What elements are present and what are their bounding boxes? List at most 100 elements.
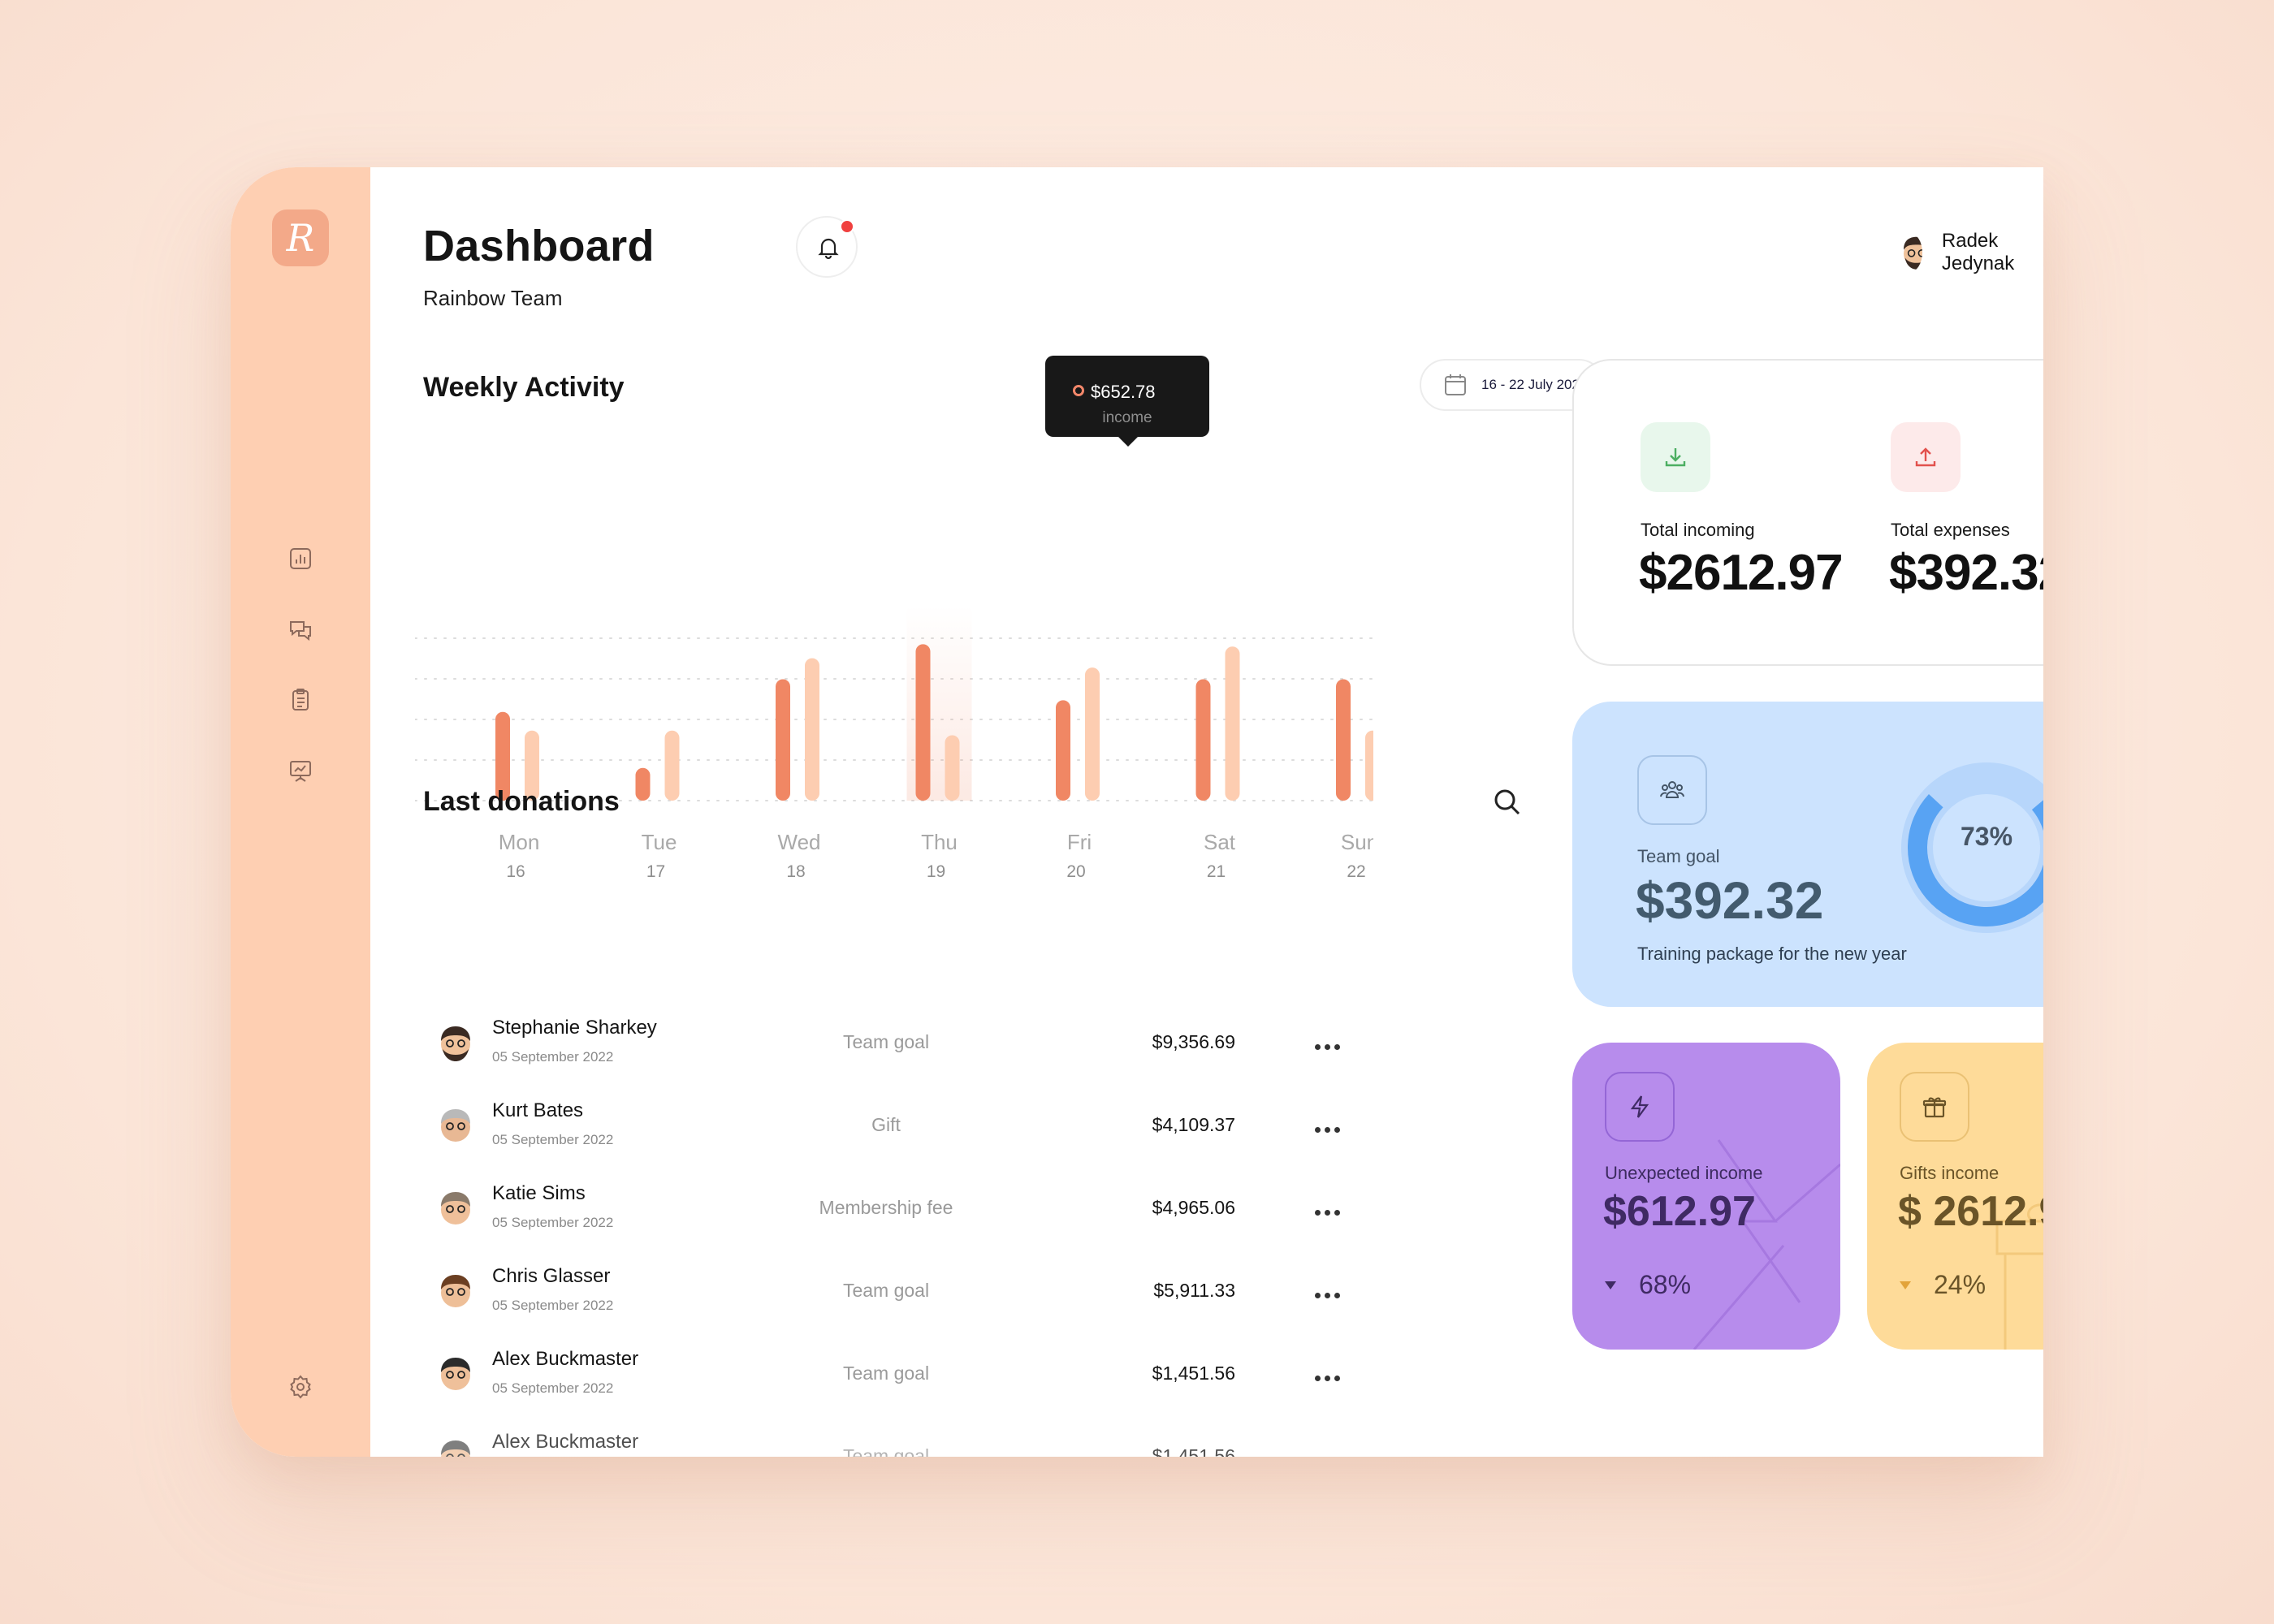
calendar-icon [1445,374,1466,395]
donation-amount: $1,451.56 [1152,1445,1235,1457]
donation-amount: $5,911.33 [1153,1280,1235,1301]
bar-sat-series-2[interactable] [1225,646,1240,801]
x-tick-date: 19 [927,862,945,881]
donation-date: 05 September 2022 [492,1215,614,1230]
donation-amount: $4,965.06 [1152,1197,1235,1218]
totals-card: Total incoming $2612.97 Total expenses $… [1572,359,2043,666]
avatar [431,1101,480,1150]
table-row[interactable]: Chris Glasser 05 September 2022 Team goal $… [423,1257,1528,1340]
lightning-decoration [1693,1139,1840,1350]
donation-type: Gift [871,1114,901,1135]
bar-fri-series-1[interactable] [1056,700,1070,801]
unexpected-income-label: Unexpected income [1605,1163,1763,1183]
x-tick-date: 21 [1207,862,1226,881]
trend-down-icon [1605,1281,1616,1289]
chat-bubbles-icon[interactable] [287,617,313,643]
gift-icon [1900,1072,1969,1142]
x-tick-label: Sat [1204,830,1236,854]
bar-thu-series-2[interactable] [945,735,960,801]
team-goal-value: $392.32 [1636,871,1824,930]
total-expenses-value: $392.32 [1889,545,2043,601]
x-tick-label: Tue [642,830,677,854]
x-tick-date: 16 [506,862,525,881]
weekly-activity-title: Weekly Activity [423,372,625,403]
donation-type: Team goal [842,1280,930,1301]
total-incoming-value: $2612.97 [1639,545,1844,601]
row-more-button[interactable] [1315,1374,1341,1382]
avatar [431,1184,480,1233]
row-more-button[interactable] [1315,1043,1341,1051]
donation-date: 05 September 2022 [492,1380,614,1396]
bar-fri-series-2[interactable] [1085,667,1100,801]
x-tick-label: Sun [1341,830,1373,854]
main-content: Dashboard Rainbow Team Radek Jedynak Wee… [370,167,2043,1457]
donation-type: Team goal [842,1031,930,1052]
team-name: Rainbow Team [423,286,563,310]
x-tick-date: 20 [1066,862,1085,881]
bar-thu-series-1[interactable] [915,644,931,801]
chart-tooltip: $652.78 income [1045,356,1209,447]
table-row[interactable]: Kurt Bates 05 September 2022 Gift $4,109.37 [423,1091,1528,1174]
donation-amount: $4,109.37 [1152,1114,1235,1135]
bar-sat-series-1[interactable] [1195,679,1211,801]
app-window: R Dashboard Rainbow Team Radek Jedynak [231,167,2043,1457]
avatar [431,1350,480,1398]
trend-down-icon [1900,1281,1911,1289]
bar-sun-series-1[interactable] [1336,679,1351,801]
notification-dot [840,219,854,234]
gifts-income-percent: 24% [1900,1270,1986,1300]
bar-mon-series-2[interactable] [525,730,539,801]
gifts-percent-text: 24% [1934,1270,1987,1299]
tooltip-value: $652.78 [1091,382,1156,402]
donation-date: 05 September 2022 [492,1132,614,1147]
gift-decoration [1995,1203,2043,1350]
avatar [431,1018,480,1067]
row-more-button[interactable] [1315,1208,1341,1216]
user-menu[interactable]: Radek Jedynak [1897,224,2043,281]
row-more-button[interactable] [1315,1291,1341,1299]
lightning-icon [1605,1072,1675,1142]
team-goal-label: Team goal [1637,846,1720,866]
donor-name: Chris Glasser [492,1265,611,1287]
search-button[interactable] [1491,786,1524,818]
team-goal-description: Training package for the new year [1637,944,1907,964]
bar-wed-series-2[interactable] [805,658,819,801]
x-tick-date: 18 [786,862,805,881]
ring-center [1933,794,2040,901]
bar-tue-series-2[interactable] [664,730,680,801]
donation-type: Membership fee [819,1197,953,1218]
table-row[interactable]: Katie Sims 05 September 2022 Membership fe… [423,1174,1528,1257]
donation-amount: $1,451.56 [1152,1363,1235,1384]
donor-name: Stephanie Sharkey [492,1017,657,1039]
bar-mon-series-1[interactable] [495,711,510,801]
gifts-income-card[interactable]: Gifts income $ 2612.97 24% [1867,1043,2043,1350]
weekly-activity-chart: Mon 16 Tue 17 Wed 18 Thu 19 Fri 20 Sat 21 Sun 22 [415,606,1373,881]
unexpected-percent-text: 68% [1639,1270,1692,1299]
notifications-button[interactable] [796,216,858,278]
gifts-income-value: $ 2612.97 [1898,1188,2043,1235]
donation-amount: $9,356.69 [1152,1031,1235,1052]
unexpected-income-card[interactable]: Unexpected income $612.97 68% [1572,1043,1840,1350]
row-more-button[interactable] [1315,1125,1341,1134]
goal-progress-ring [1901,762,2043,933]
page-title: Dashboard [423,222,655,270]
app-logo[interactable]: R [272,209,329,266]
bar-chart-icon[interactable] [287,546,313,572]
total-incoming-label: Total incoming [1641,520,1755,540]
bar-sun-series-2[interactable] [1365,730,1373,801]
donor-name: Katie Sims [492,1182,586,1204]
clipboard-list-icon[interactable] [287,687,313,713]
avatar [431,1267,480,1315]
gear-icon[interactable] [287,1374,313,1400]
bar-wed-series-1[interactable] [776,679,790,801]
team-icon [1637,755,1707,825]
avatar [1897,233,1922,272]
bar-tue-series-1[interactable] [635,767,651,801]
table-row[interactable]: Stephanie Sharkey 05 September 2022 Team g… [423,1009,1528,1091]
presentation-board-icon[interactable] [287,758,313,784]
user-name: Radek Jedynak [1941,230,2015,274]
x-tick-date: 22 [1347,862,1365,881]
sidebar: R [231,167,370,1457]
